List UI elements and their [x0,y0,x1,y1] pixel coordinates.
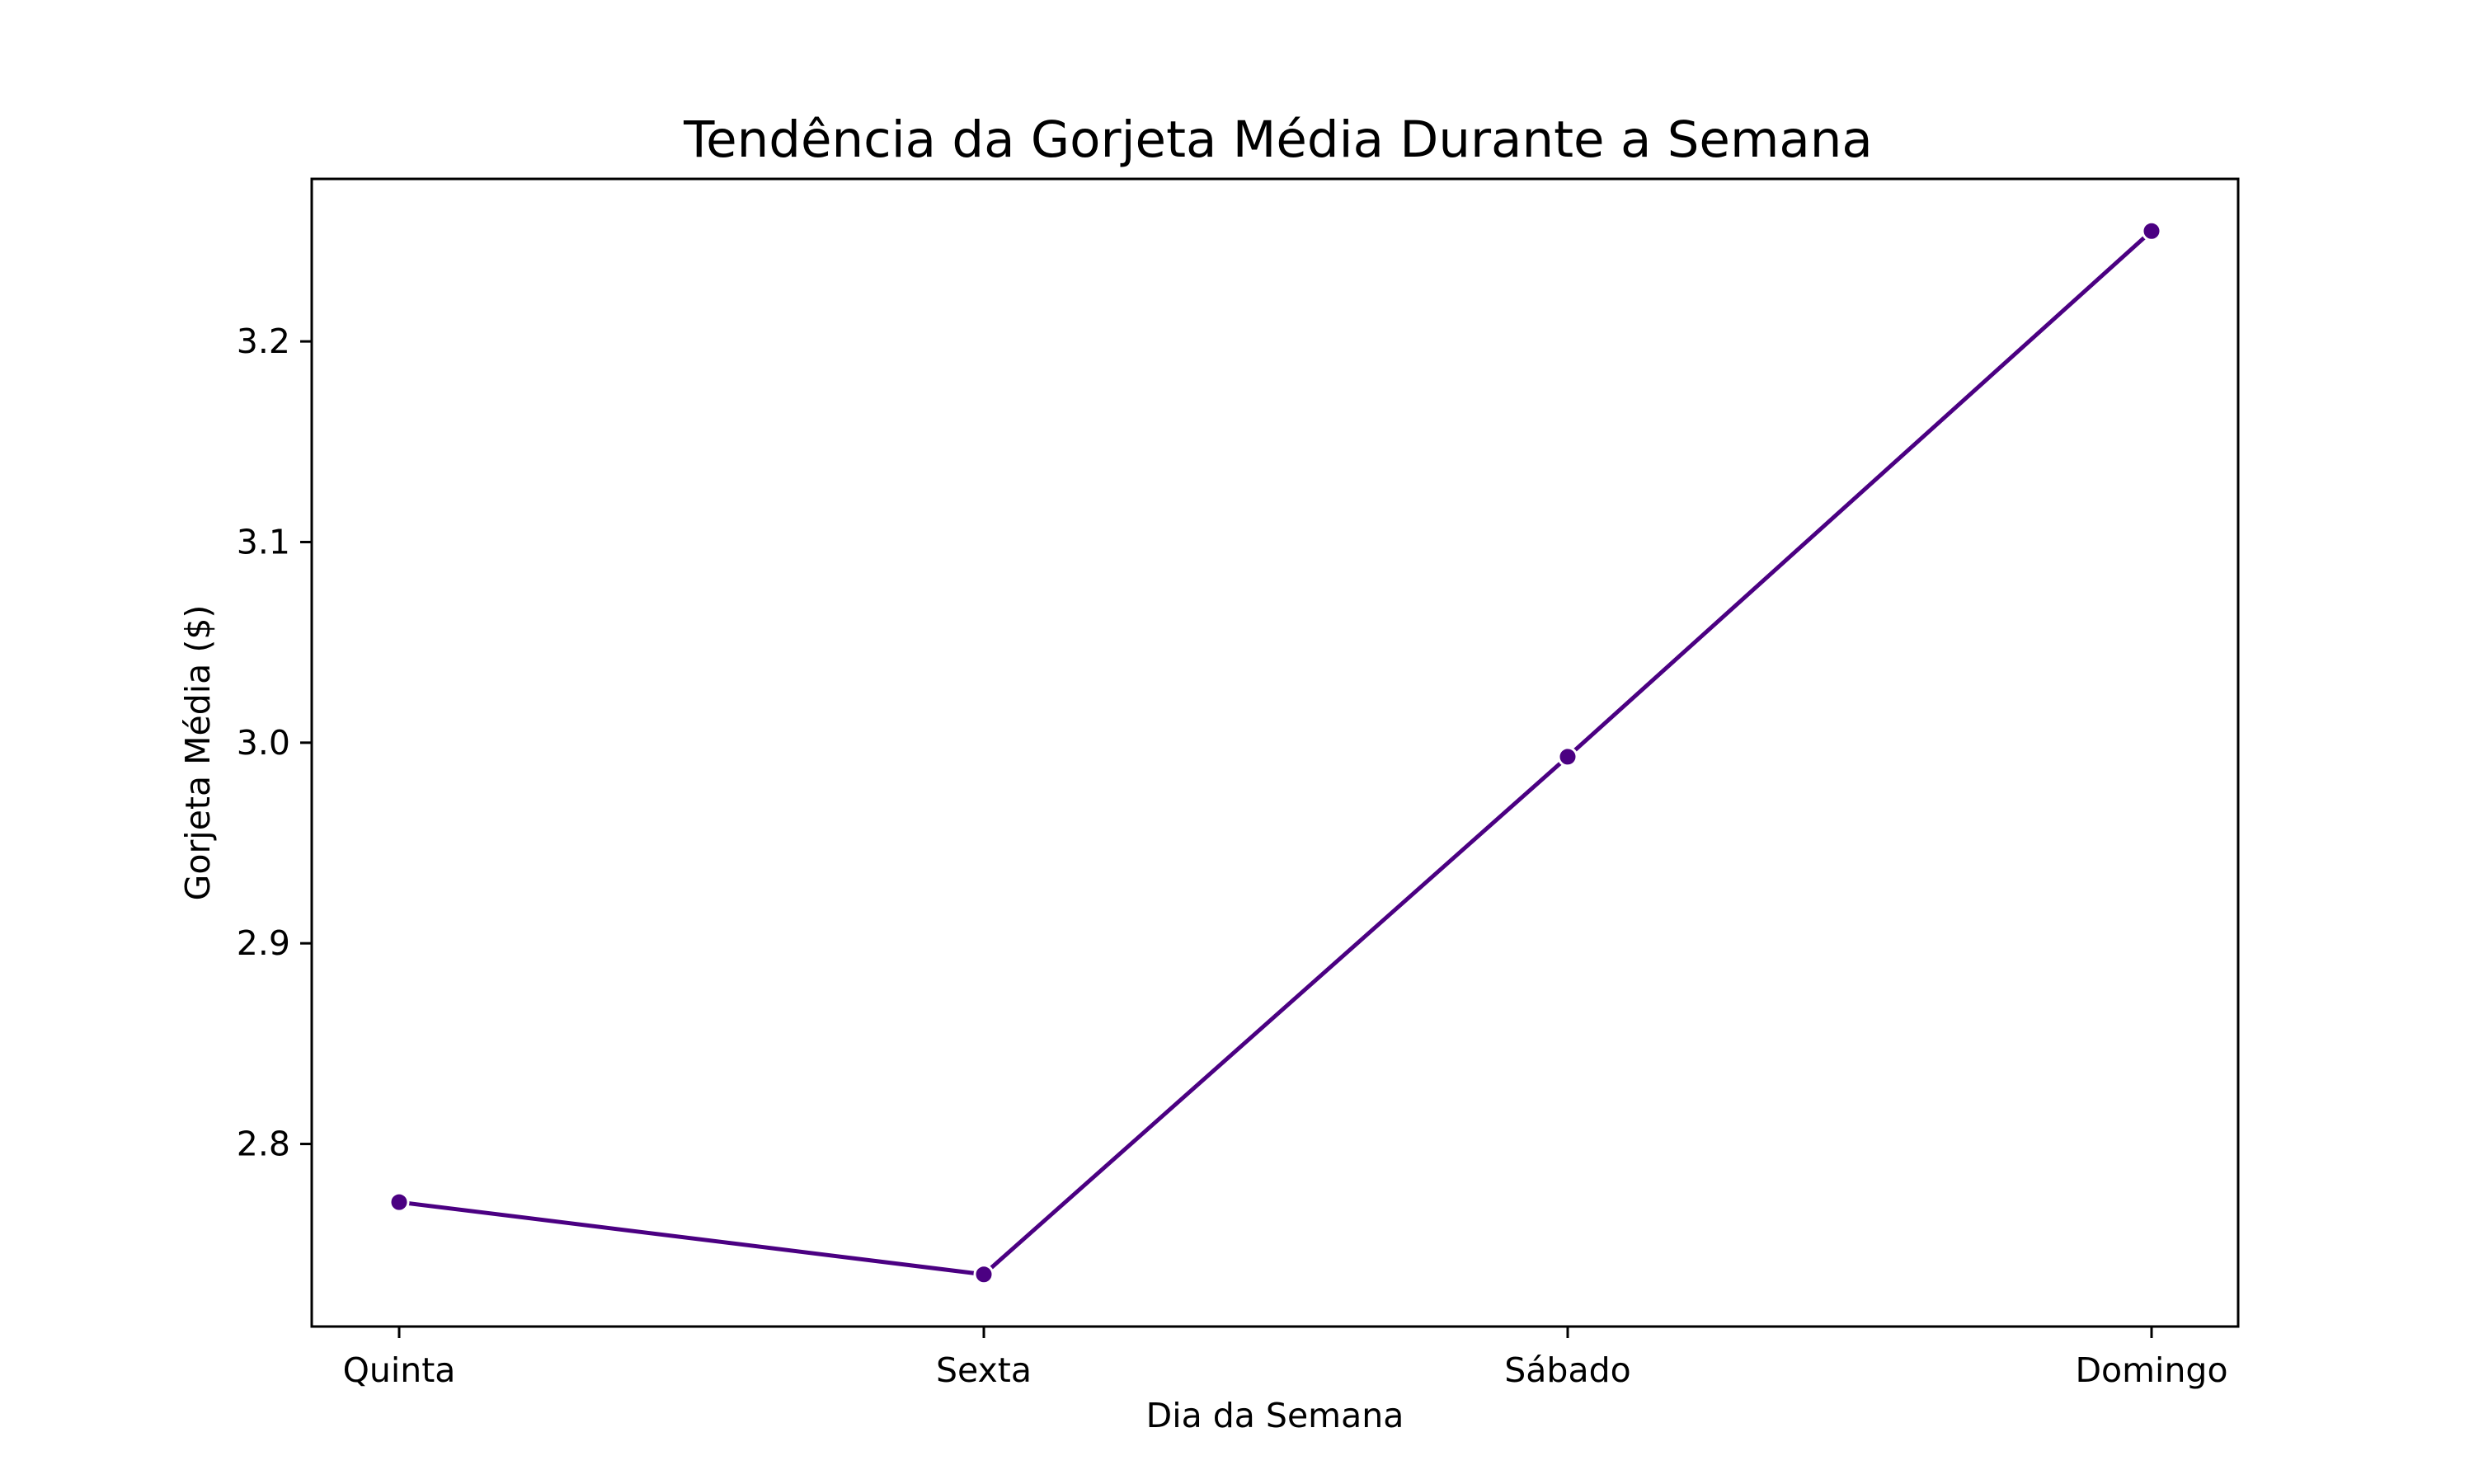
x-tick-label: Sábado [1504,1350,1630,1390]
x-tick-label: Domingo [2075,1350,2227,1390]
x-tick-label: Quinta [343,1350,456,1390]
y-tick-label: 2.8 [237,1125,290,1164]
y-axis: 2.8 2.9 3.0 3.1 3.2 [237,322,312,1164]
y-tick-label: 3.0 [237,723,290,763]
y-axis-label: Gorjeta Média ($) [178,605,218,901]
x-tick-label: Sexta [936,1350,1032,1390]
chart-title: Tendência da Gorjeta Média Durante a Sem… [683,110,1873,169]
y-tick-label: 3.2 [237,322,290,361]
series-line [397,228,2154,1277]
data-point [973,1264,995,1285]
data-point [2141,220,2162,242]
x-axis: Quinta Sexta Sábado Domingo [343,1327,2228,1390]
y-tick-label: 3.1 [237,522,290,561]
data-point [1557,746,1578,768]
x-axis-label: Dia da Semana [1146,1396,1404,1435]
series-layer [388,220,2162,1285]
data-point [388,1191,410,1213]
y-tick-label: 2.9 [237,923,290,963]
plot-frame [310,177,2240,1328]
